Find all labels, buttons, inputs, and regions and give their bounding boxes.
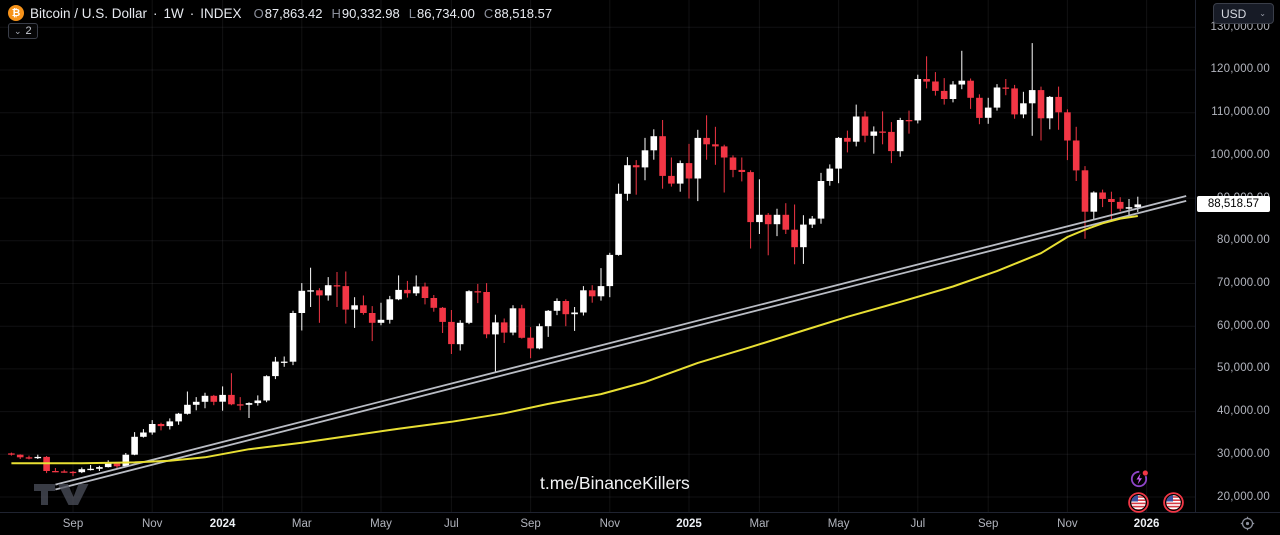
price-axis[interactable]: 130,000.00 120,000.00 110,000.00 100,000.00… xyxy=(1195,0,1280,512)
flash-event-icon[interactable] xyxy=(1129,469,1149,494)
currency-label: USD xyxy=(1221,6,1247,21)
time-axis-month-label: May xyxy=(827,518,850,530)
price-axis-label: 100,000.00 xyxy=(1210,148,1270,161)
low-value: L86,734.00 xyxy=(408,5,475,21)
separator-dot: · xyxy=(189,5,195,21)
time-axis-year-label: 2026 xyxy=(1133,518,1160,530)
tradingview-logo-glyph xyxy=(34,484,89,505)
time-axis-month-label: Sep xyxy=(62,518,84,530)
price-axis-label: 70,000.00 xyxy=(1217,276,1270,289)
price-axis-label: 110,000.00 xyxy=(1211,106,1270,119)
price-axis-label: 80,000.00 xyxy=(1217,234,1270,247)
moving-average-line[interactable] xyxy=(11,215,1138,465)
high-value: H90,332.98 xyxy=(331,5,400,21)
price-axis-label: 60,000.00 xyxy=(1217,319,1270,332)
chevron-down-icon: ⌄ xyxy=(1259,9,1266,18)
time-axis-year-label: 2025 xyxy=(676,518,702,530)
indicator-count: 2 xyxy=(25,25,32,37)
price-axis-label: 20,000.00 xyxy=(1217,490,1270,503)
price-axis-label: 50,000.00 xyxy=(1217,362,1270,375)
timeframe-label: 1W xyxy=(163,5,184,21)
symbol-title: Bitcoin / U.S. Dollar xyxy=(30,5,148,21)
grid-layer xyxy=(0,0,1196,512)
time-axis-month-label: May xyxy=(370,518,392,530)
market-label: INDEX xyxy=(200,5,242,21)
open-value: O87,863.42 xyxy=(253,5,323,21)
close-value: C88,518.57 xyxy=(483,5,553,21)
time-axis-month-label: Jul xyxy=(910,518,926,530)
ohlc-values: O87,863.42 H90,332.98 L86,734.00 C88,518… xyxy=(254,6,553,21)
currency-dropdown[interactable]: USD ⌄ xyxy=(1213,3,1274,24)
symbol-legend[interactable]: ₿ Bitcoin / U.S. Dollar · 1W · INDEX O87… xyxy=(8,5,552,21)
trend-channel[interactable] xyxy=(55,195,1187,491)
us-economic-event-icon[interactable] xyxy=(1128,492,1149,518)
candles-layer xyxy=(8,43,1142,477)
time-axis-month-label: Nov xyxy=(141,518,163,530)
time-axis-month-label: Sep xyxy=(977,518,999,530)
tradingview-logo[interactable] xyxy=(34,484,90,510)
time-axis-month-label: Jul xyxy=(444,518,459,530)
price-axis-label: 120,000.00 xyxy=(1210,63,1270,76)
indicators-collapse-button[interactable]: ⌄ 2 xyxy=(8,23,38,39)
time-axis-month-label: Sep xyxy=(520,518,541,530)
channel-watermark: t.me/BinanceKillers xyxy=(540,473,690,493)
time-axis-month-label: Nov xyxy=(599,518,621,530)
us-economic-event-icon[interactable] xyxy=(1163,492,1184,518)
time-axis-month-label: Mar xyxy=(749,518,770,530)
time-axis-month-label: Nov xyxy=(1057,518,1078,530)
separator-dot: · xyxy=(153,5,158,21)
axis-settings-icon[interactable] xyxy=(1239,515,1256,532)
time-axis-month-label: Mar xyxy=(291,518,312,530)
chevron-down-icon: ⌄ xyxy=(14,26,22,36)
last-price-label: 88,518.57 xyxy=(1197,196,1270,213)
time-axis[interactable]: Sep Nov 2024 Mar May Jul Sep Nov 2025 Mar May Jul Se… xyxy=(0,512,1280,535)
gear-icon xyxy=(1240,516,1255,531)
price-axis-label: 40,000.00 xyxy=(1217,405,1270,418)
time-axis-year-label: 2024 xyxy=(209,518,236,530)
price-axis-label: 30,000.00 xyxy=(1217,447,1270,460)
bitcoin-icon: ₿ xyxy=(8,5,24,21)
